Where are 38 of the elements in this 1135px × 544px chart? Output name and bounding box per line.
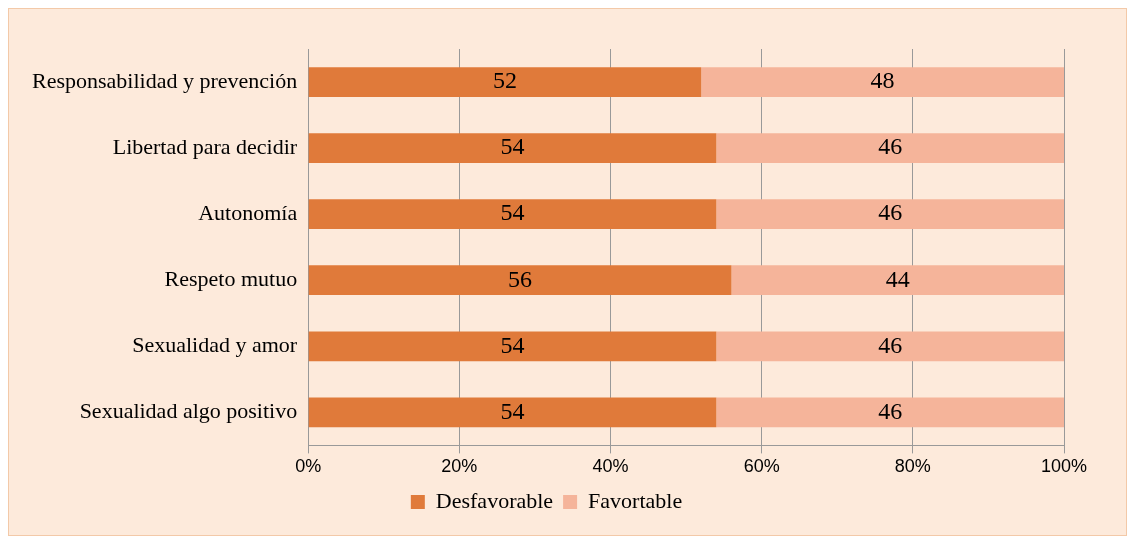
data-label: 54 — [500, 397, 525, 424]
x-tick-label: 60% — [743, 456, 780, 477]
data-label: 44 — [885, 265, 910, 292]
data-label: 54 — [500, 199, 525, 226]
bar — [308, 397, 717, 428]
data-label: 54 — [500, 331, 525, 358]
y-tick-label: Responsabilidad y prevención — [31, 67, 298, 93]
x-tick-label: 20% — [441, 456, 478, 477]
y-tick-label: Libertad para decidir — [112, 133, 298, 159]
x-tick-label: 100% — [1040, 456, 1088, 477]
data-label: 54 — [500, 133, 525, 160]
bar — [716, 133, 1064, 163]
y-tick-label: Sexualidad y amor — [132, 332, 298, 358]
x-tick-label: 80% — [894, 456, 931, 477]
bar — [701, 67, 1064, 97]
bar — [716, 331, 1064, 362]
bar — [308, 265, 732, 296]
y-tick-label: Sexualidad algo positivo — [79, 398, 298, 424]
data-label: 46 — [878, 133, 903, 160]
data-label: 52 — [492, 67, 517, 94]
legend-label: Favortable — [588, 487, 683, 513]
x-tick-label: 40% — [592, 456, 629, 477]
data-label: 56 — [508, 265, 533, 292]
bar — [731, 265, 1064, 296]
bar — [716, 397, 1064, 428]
bar — [308, 67, 702, 97]
data-label: 46 — [878, 199, 903, 226]
x-tick-label: 0% — [295, 456, 322, 477]
data-label: 48 — [870, 67, 895, 94]
bar — [308, 133, 717, 163]
bar — [716, 199, 1064, 230]
y-tick-label: Autonomía — [198, 199, 298, 225]
data-label: 46 — [878, 331, 903, 358]
bar — [308, 199, 717, 230]
legend-label: Desfavorable — [435, 487, 554, 513]
data-label: 46 — [878, 397, 903, 424]
bar — [308, 331, 717, 362]
y-tick-label: Respeto mutuo — [164, 266, 298, 292]
